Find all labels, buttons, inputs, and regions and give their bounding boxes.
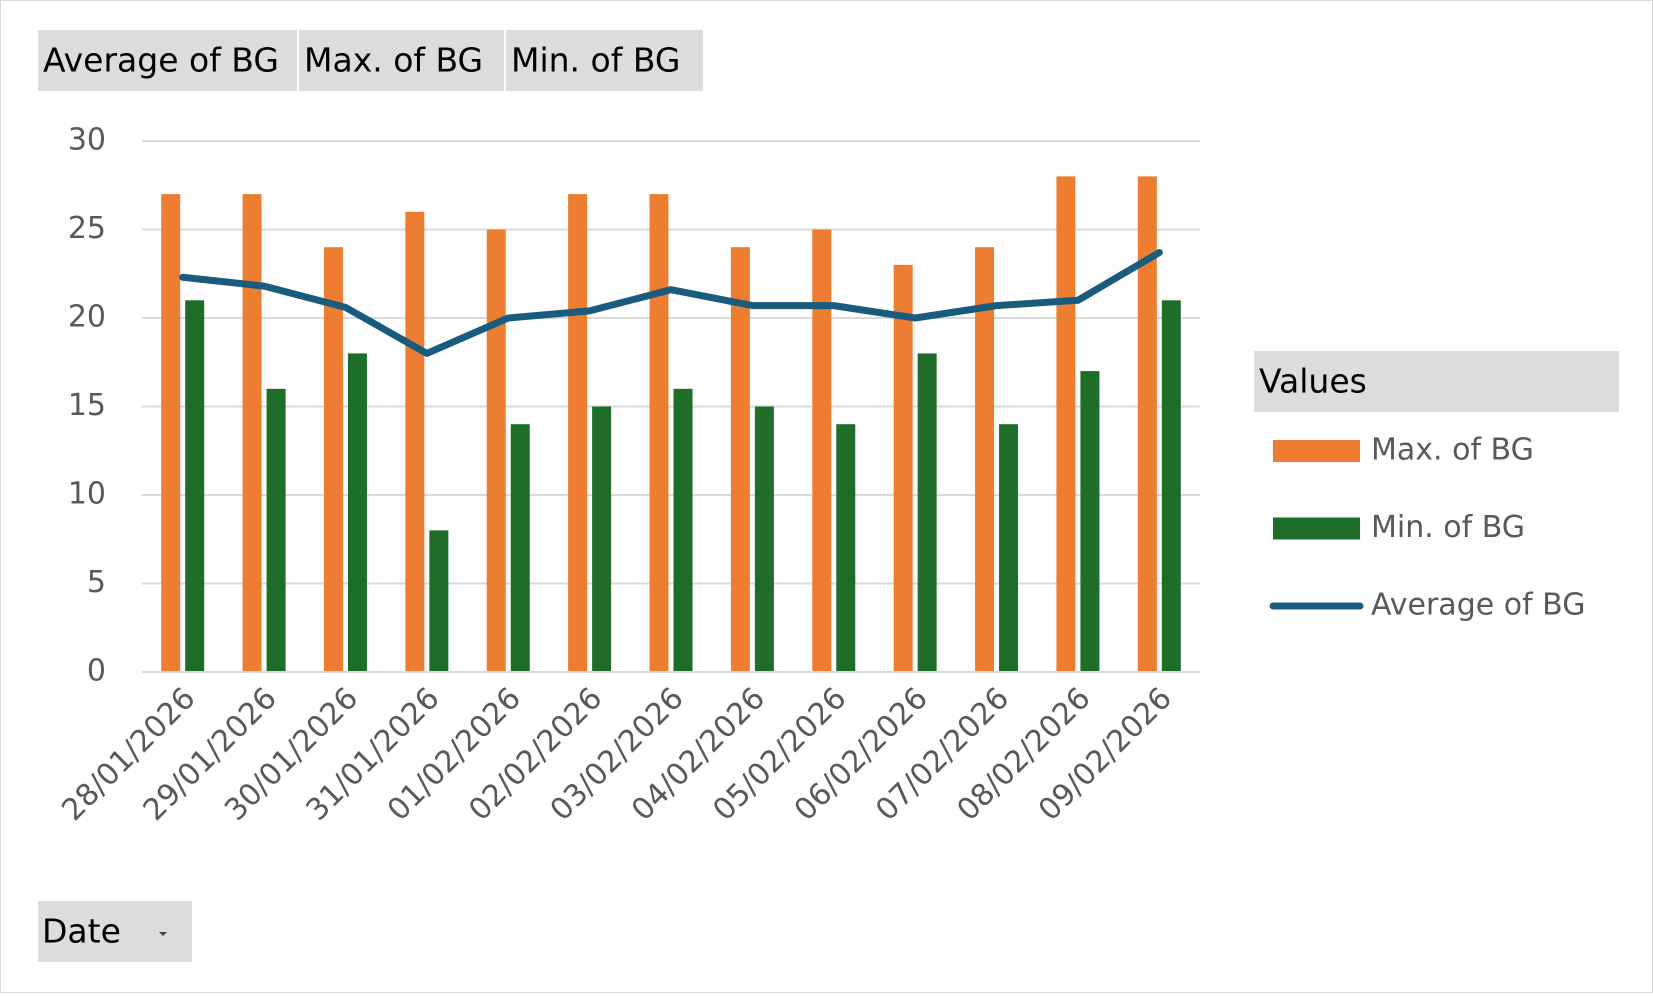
field-button-bg	[38, 30, 297, 91]
axis-field-button[interactable]: Date	[38, 901, 192, 962]
y-tick-label: 10	[68, 477, 106, 512]
y-tick-label: 20	[68, 300, 106, 335]
legend-label: Min. of BG	[1371, 510, 1525, 545]
bar	[1137, 176, 1157, 672]
bar	[673, 388, 693, 672]
bar	[999, 424, 1019, 672]
field-button-bg	[299, 30, 504, 91]
bar	[185, 300, 205, 672]
y-tick-label: 0	[87, 654, 106, 689]
bar	[754, 406, 774, 672]
bar	[917, 353, 937, 672]
field-button-label: Min. of BG	[511, 41, 680, 80]
y-tick-label: 5	[87, 565, 106, 600]
axis-field-button-bg	[38, 901, 192, 962]
bar	[161, 194, 181, 672]
bar	[592, 406, 612, 672]
bar	[975, 247, 995, 672]
bar	[323, 247, 343, 672]
legend-swatch	[1273, 440, 1360, 462]
bar	[1161, 300, 1181, 672]
field-button-label: Average of BG	[43, 41, 279, 80]
field-button[interactable]: Max. of BG	[299, 30, 504, 91]
bar	[486, 229, 506, 672]
y-tick-label: 30	[68, 123, 106, 158]
legend-title: Values	[1259, 362, 1367, 401]
bar	[242, 194, 262, 672]
bar	[510, 424, 530, 672]
field-button[interactable]: Min. of BG	[506, 30, 703, 91]
bar	[1080, 371, 1100, 672]
bar	[893, 264, 913, 672]
legend-swatch	[1273, 517, 1360, 540]
bar	[812, 229, 832, 672]
field-button-bg	[506, 30, 703, 91]
bar	[347, 353, 367, 672]
line	[179, 249, 1163, 357]
bar	[836, 424, 856, 672]
y-tick-label: 25	[68, 211, 106, 246]
bar	[568, 194, 588, 672]
bar	[1056, 176, 1076, 672]
bar	[405, 211, 425, 673]
field-button-label: Max. of BG	[304, 41, 483, 80]
bar	[429, 530, 449, 672]
axis-field-button-label: Date	[42, 912, 121, 951]
y-tick-label: 15	[68, 388, 106, 423]
dropdown-arrow	[159, 932, 167, 936]
legend-label: Average of BG	[1371, 588, 1585, 623]
field-button[interactable]: Average of BG	[38, 30, 297, 91]
bar	[266, 388, 286, 672]
legend-label: Max. of BG	[1371, 433, 1534, 468]
legend-title-bg	[1254, 351, 1619, 412]
bar	[730, 247, 750, 672]
bar	[649, 194, 669, 672]
